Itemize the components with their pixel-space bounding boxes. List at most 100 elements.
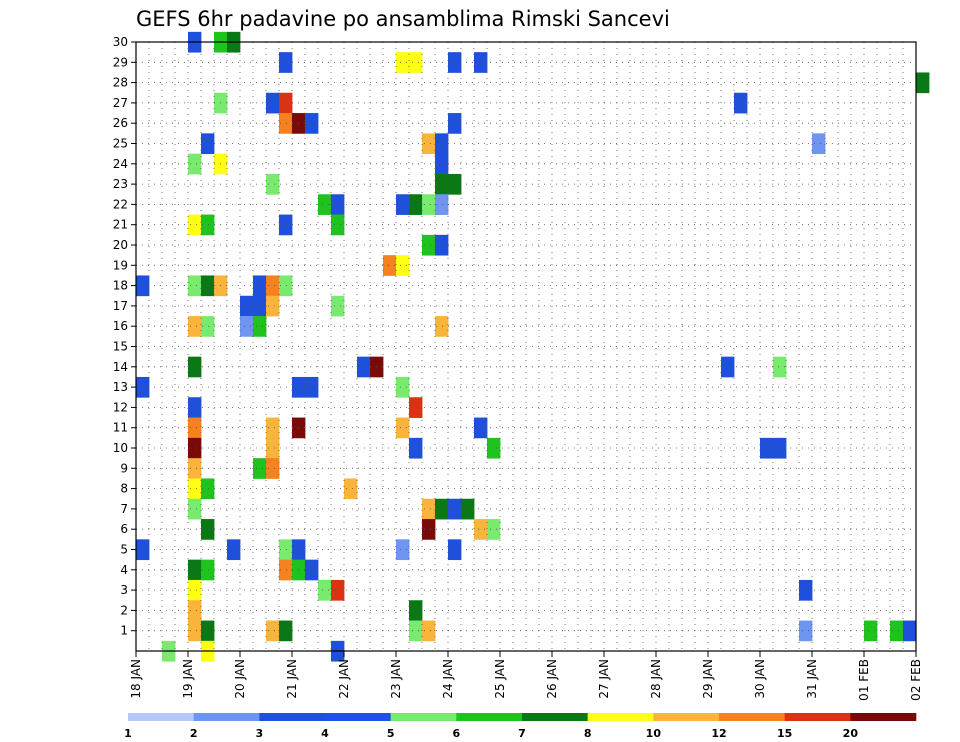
heatmap-cell-104 [305,559,319,581]
colorbar-segment [325,713,391,721]
heatmap-cell-55 [253,316,267,337]
heatmap-cell-118 [864,620,878,642]
heatmap-cell-74 [266,437,280,459]
heatmap-cell-69 [266,417,280,439]
heatmap-cell-32 [435,194,449,215]
x-tick-label: 31 JAN [805,659,819,699]
heatmap-cell-25 [435,173,449,195]
heatmap-cell-64 [305,376,319,398]
heatmap-cell-15 [305,113,319,134]
x-tick-label: 27 JAN [597,659,611,699]
y-tick-label: 4 [120,563,128,577]
heatmap-cell-108 [799,579,813,601]
heatmap-cell-93 [487,519,501,540]
heatmap-cell-3 [279,52,293,73]
heatmap-cell-86 [422,498,436,520]
x-tick-label: 02 FEB [909,659,923,701]
heatmap-cell-114 [279,620,293,642]
heatmap-cell-71 [396,417,410,439]
y-tick-label: 26 [113,116,128,130]
heatmap-cell-105 [188,579,202,601]
chart-title: GEFS 6hr padavine po ansamblima Rimski S… [136,7,670,31]
y-tick-label: 20 [113,238,128,252]
x-tick-label: 29 JAN [701,659,715,699]
x-tick-label: 28 JAN [649,659,663,699]
colorbar-segment [390,713,457,721]
heatmap-cell-109 [188,600,202,621]
heatmap-cell-84 [344,478,358,500]
colorbar-segment [522,713,588,721]
colorbar-segment [259,713,326,721]
heatmap-cell-76 [487,437,501,459]
colorbar-label: 12 [711,727,726,740]
y-tick-label: 7 [120,502,128,516]
heatmap-cell-66 [188,397,202,418]
x-tick-label: 21 JAN [285,659,299,699]
colorbar-label: 8 [584,727,592,740]
y-tick-label: 27 [113,96,128,110]
y-tick-label: 23 [113,177,128,191]
colorbar-label: 20 [843,727,859,740]
heatmap-cell-49 [253,295,267,317]
heatmap-cell-24 [266,173,280,195]
heatmap-cell-60 [721,356,735,378]
y-tick-label: 25 [113,137,128,151]
y-tick-label: 17 [113,299,128,313]
y-tick-label: 19 [113,258,128,272]
y-tick-label: 28 [113,76,128,90]
heatmap-cell-19 [435,133,449,155]
heatmap-cell-95 [227,539,241,561]
heatmap-cell-42 [188,275,202,297]
y-tick-label: 16 [113,319,128,333]
colorbar: 1 2 3 4 5 6 7 8 10 12 15 20 [124,713,917,740]
colorbar-segment [784,713,851,721]
heatmap-cell-61 [773,356,787,378]
heatmap-cell-87 [435,498,449,520]
heatmap-cell-45 [253,275,267,297]
heatmap-cell-40 [396,255,410,276]
heatmap-cell-78 [773,437,787,459]
heatmap-cell-67 [409,397,423,418]
colorbar-label: 2 [190,727,198,740]
heatmap-cell-100 [188,559,202,581]
x-tick-label: 01 FEB [857,659,871,701]
heatmap-cell-107 [331,579,345,601]
heatmap-cell-75 [409,437,423,459]
heatmap-cell-39 [383,255,397,276]
heatmap-cell-54 [240,316,254,337]
y-tick-label: 21 [113,218,128,232]
heatmap-cell-34 [201,214,215,236]
heatmap-cell-119 [890,620,904,642]
y-tick-label: 3 [120,583,128,597]
heatmap-cell-21 [188,153,202,175]
heatmap-cell-20 [812,133,826,155]
colorbar-label: 3 [256,727,264,740]
heatmap-cell-31 [422,194,436,215]
colorbar-label: 7 [518,727,526,740]
y-tick-label: 18 [113,279,128,293]
heatmap-cell-37 [422,234,436,256]
heatmap-cell-117 [799,620,813,642]
x-tick-label: 18 JAN [129,659,143,699]
y-tick-label: 1 [120,624,128,638]
y-tick-label: 22 [113,197,128,211]
heatmap-cell-10 [279,92,293,114]
heatmap-cell-91 [422,519,436,540]
heatmap-cell-23 [435,153,449,175]
heatmap-cells [136,31,930,662]
colorbar-segment [850,713,917,721]
heatmap-cell-90 [201,519,215,540]
colorbar-label: 6 [453,727,461,740]
heatmap-cell-36 [331,214,345,236]
heatmap-cell-51 [331,295,345,317]
x-tick-label: 20 JAN [233,659,247,699]
x-tick-label: 24 JAN [441,659,455,699]
y-tick-label: 5 [120,543,128,557]
heatmap-cell-58 [357,356,371,378]
x-tick-label: 23 JAN [389,659,403,699]
heatmap-cell-65 [396,376,410,398]
colorbar-label: 1 [124,727,132,740]
heatmap-cell-13 [279,113,293,134]
heatmap-cell-81 [266,458,280,479]
y-tick-label: 10 [113,441,128,455]
